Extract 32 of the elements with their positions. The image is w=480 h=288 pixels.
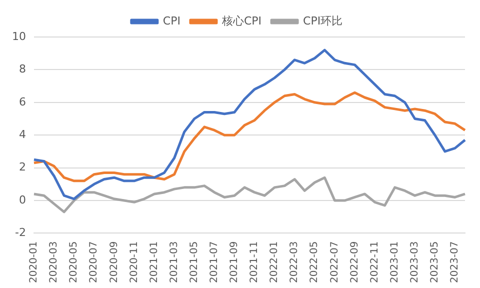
- x-tick-label: 2020-07: [88, 241, 100, 284]
- x-tick-label: 2022-11: [369, 241, 380, 284]
- x-tick-label: 2022-09: [349, 241, 360, 284]
- y-tick-label: 10: [12, 30, 26, 43]
- x-tick-label: 2022-05: [309, 241, 320, 284]
- x-tick-label: 2021-01: [148, 241, 160, 284]
- x-tick-label: 2022-01: [269, 241, 280, 284]
- y-tick-label: 8: [18, 62, 26, 76]
- x-tick-label: 2021-11: [249, 241, 260, 284]
- legend-label: CPI环比: [303, 14, 343, 28]
- x-tick-label: 2022-07: [329, 241, 340, 284]
- x-tick-label: 2023-03: [409, 241, 420, 284]
- x-tick-label: 2022-03: [289, 241, 300, 284]
- y-tick-label: 6: [18, 95, 26, 108]
- x-tick-label: 2020-11: [128, 241, 140, 284]
- x-tick-label: 2020-05: [68, 241, 80, 284]
- y-tick-label: -2: [15, 226, 26, 240]
- x-tick-label: 2021-05: [188, 241, 200, 284]
- x-tick-label: 2021-07: [209, 241, 220, 284]
- legend-label: 核心CPI: [220, 14, 262, 28]
- x-tick-label: 2023-07: [450, 241, 461, 284]
- x-tick-label: 2020-01: [28, 241, 40, 284]
- y-tick-label: 4: [18, 128, 26, 141]
- x-tick-label: 2020-03: [48, 241, 60, 284]
- y-tick-label: 0: [18, 193, 26, 206]
- x-tick-label: 2021-03: [168, 241, 180, 284]
- x-tick-label: 2021-09: [229, 241, 240, 284]
- y-tick-label: 2: [18, 160, 26, 174]
- legend-label: CPI: [162, 14, 180, 28]
- x-tick-label: 2023-05: [430, 241, 441, 284]
- x-tick-label: 2020-09: [108, 241, 120, 284]
- x-tick-label: 2023-01: [389, 241, 400, 284]
